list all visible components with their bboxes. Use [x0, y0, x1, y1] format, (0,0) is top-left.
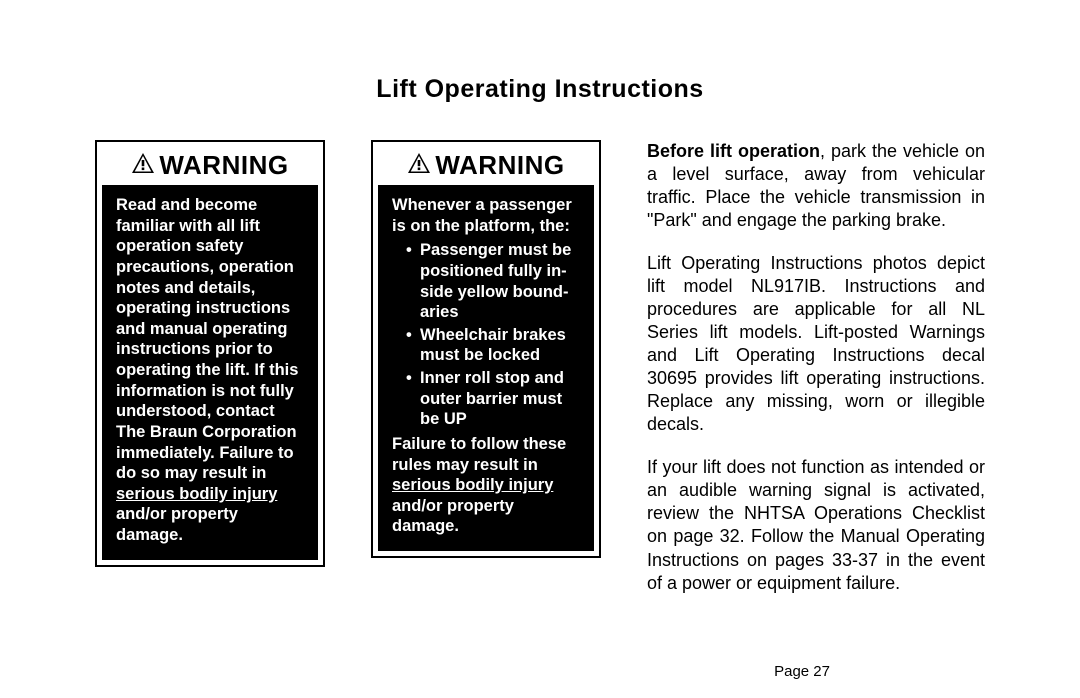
paragraph-1: Before lift operation, park the ve­hicle…	[647, 140, 985, 232]
warning-inner: WARNING Read and become familiar with al…	[102, 147, 318, 560]
warning2-body: Whenever a passenger is on the platform,…	[378, 195, 594, 537]
warning-frame: WARNING Read and become familiar with al…	[95, 140, 325, 567]
warning2-bullets: Passenger must be positioned fully in­si…	[392, 240, 580, 430]
warning2-bullet: Wheelchair brakes must be locked	[406, 325, 580, 366]
warning-triangle-icon	[407, 152, 431, 179]
instruction-text-column: Before lift operation, park the ve­hicle…	[647, 140, 985, 615]
warning-header: WARNING	[378, 147, 594, 185]
warning-label: WARNING	[159, 150, 288, 181]
warning-label: WARNING	[435, 150, 564, 181]
paragraph-3: If your lift does not function as in­ten…	[647, 456, 985, 594]
warning-inner: WARNING Whenever a passenger is on the p…	[378, 147, 594, 551]
warning2-bullet: Passenger must be positioned fully in­si…	[406, 240, 580, 323]
content-columns: WARNING Read and become familiar with al…	[95, 140, 985, 615]
warning-box-1: WARNING Read and become familiar with al…	[95, 140, 325, 567]
paragraph-2: Lift Operating Instructions photos depic…	[647, 252, 985, 436]
warning2-bullet: Inner roll stop and outer barrier must b…	[406, 368, 580, 430]
warning1-text: Read and become familiar with all lift o…	[102, 195, 318, 546]
warning-frame: WARNING Whenever a passenger is on the p…	[371, 140, 601, 558]
warning-triangle-icon	[131, 152, 155, 179]
warning2-outro: Failure to follow these rules may result…	[392, 434, 580, 537]
page-title: Lift Operating Instructions	[95, 75, 985, 104]
page-root: Lift Operating Instructions	[0, 0, 1080, 698]
warning2-intro: Whenever a passenger is on the platform,…	[392, 195, 580, 236]
warning-header: WARNING	[102, 147, 318, 185]
page-number: Page 27	[774, 663, 830, 680]
p1-lead: Before lift operation	[647, 141, 820, 161]
warning-box-2: WARNING Whenever a passenger is on the p…	[371, 140, 601, 558]
